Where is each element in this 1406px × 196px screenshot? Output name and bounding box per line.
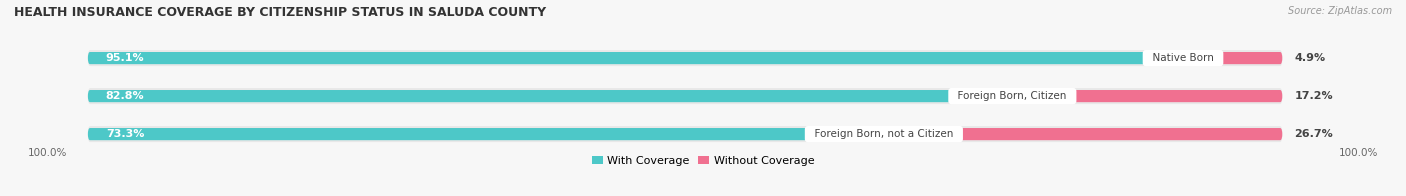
FancyBboxPatch shape bbox=[87, 88, 1282, 104]
Text: 17.2%: 17.2% bbox=[1295, 91, 1333, 101]
FancyBboxPatch shape bbox=[87, 126, 1282, 142]
Text: 95.1%: 95.1% bbox=[105, 53, 145, 63]
FancyBboxPatch shape bbox=[87, 128, 963, 140]
FancyBboxPatch shape bbox=[957, 128, 1282, 140]
FancyBboxPatch shape bbox=[1071, 90, 1282, 102]
Text: 73.3%: 73.3% bbox=[105, 129, 145, 139]
Text: Native Born: Native Born bbox=[1146, 53, 1220, 63]
FancyBboxPatch shape bbox=[87, 50, 1282, 66]
Text: Source: ZipAtlas.com: Source: ZipAtlas.com bbox=[1288, 6, 1392, 16]
Text: 4.9%: 4.9% bbox=[1295, 53, 1326, 63]
FancyBboxPatch shape bbox=[87, 90, 1077, 102]
Text: Foreign Born, Citizen: Foreign Born, Citizen bbox=[952, 91, 1073, 101]
Legend: With Coverage, Without Coverage: With Coverage, Without Coverage bbox=[588, 151, 818, 170]
FancyBboxPatch shape bbox=[1218, 52, 1282, 64]
Text: 26.7%: 26.7% bbox=[1295, 129, 1333, 139]
FancyBboxPatch shape bbox=[87, 52, 1223, 64]
Text: 100.0%: 100.0% bbox=[28, 148, 67, 158]
Text: 82.8%: 82.8% bbox=[105, 91, 145, 101]
Text: HEALTH INSURANCE COVERAGE BY CITIZENSHIP STATUS IN SALUDA COUNTY: HEALTH INSURANCE COVERAGE BY CITIZENSHIP… bbox=[14, 6, 546, 19]
Text: Foreign Born, not a Citizen: Foreign Born, not a Citizen bbox=[808, 129, 960, 139]
Text: 100.0%: 100.0% bbox=[1339, 148, 1378, 158]
